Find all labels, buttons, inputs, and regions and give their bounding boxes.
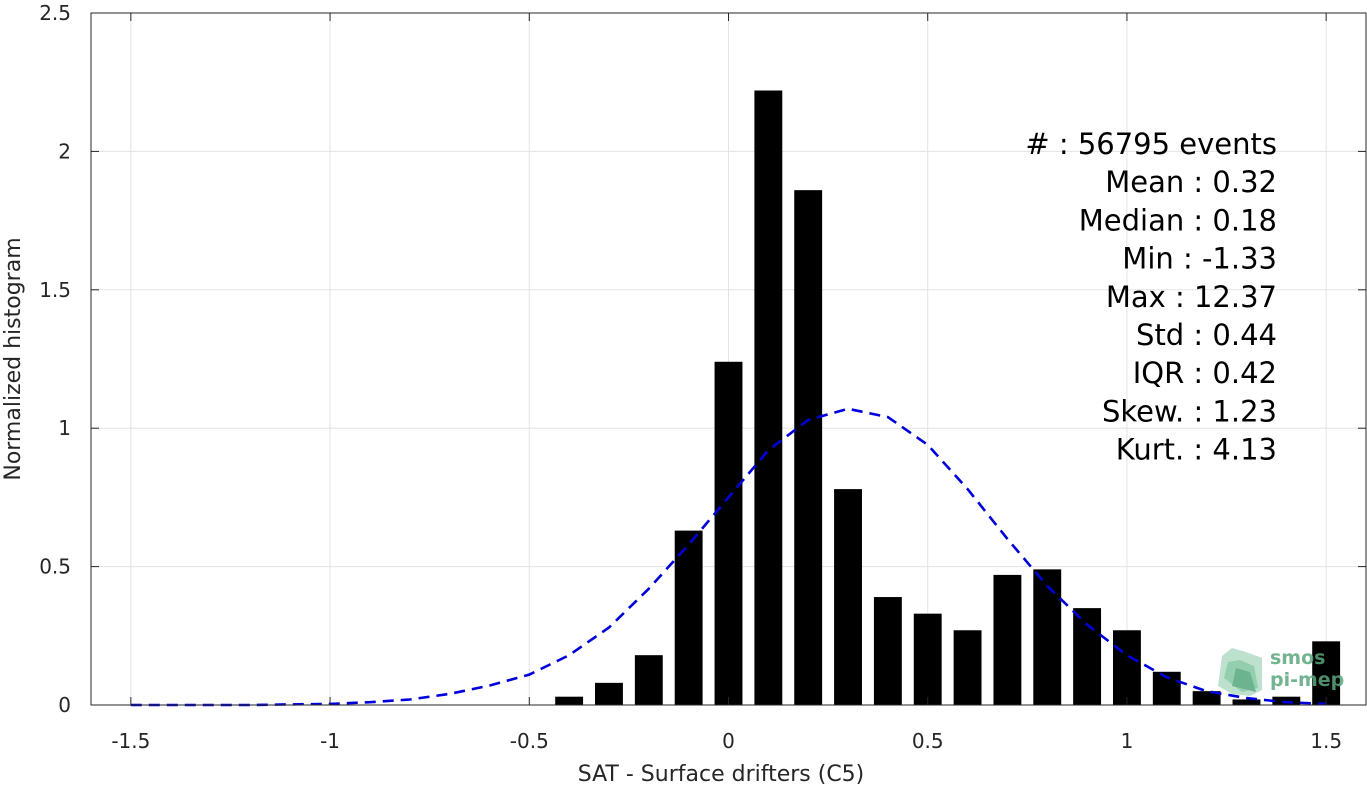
y-tick-label: 1 — [58, 416, 71, 440]
logo-text-line2: pi-mep — [1270, 669, 1344, 691]
histogram-bar — [794, 190, 823, 706]
histogram-bar — [1192, 691, 1221, 705]
smos-pi-mep-logo: smos pi-mep — [1218, 647, 1344, 696]
smos-logo-icon — [1218, 648, 1262, 696]
histogram-bar — [1272, 696, 1301, 705]
stats-line: Max : 12.37 — [1106, 280, 1277, 314]
x-tick-label: 0.5 — [912, 729, 944, 753]
stats-line: Kurt. : 4.13 — [1116, 433, 1277, 467]
histogram-bar — [913, 613, 942, 705]
histogram-bar — [873, 597, 902, 705]
stats-line: Mean : 0.32 — [1105, 165, 1277, 199]
stats-line: # : 56795 events — [1025, 127, 1277, 161]
bars-layer — [555, 90, 1341, 706]
y-tick-label: 1.5 — [39, 278, 71, 302]
y-axis-label: Normalized histogram — [1, 237, 26, 480]
x-tick-label: 0 — [722, 729, 735, 753]
histogram-bar — [674, 530, 703, 705]
x-tick-label: -1 — [320, 729, 340, 753]
ticks-layer: -1.5 -1 -0.5 0 0.5 1 1.5 0 0.5 1 1.5 2 2.5 — [39, 1, 1366, 753]
y-tick-label: 2.5 — [39, 1, 71, 25]
histogram-bar — [1033, 569, 1062, 705]
logo-text-line1: smos — [1270, 647, 1325, 669]
histogram-bar — [1232, 699, 1261, 705]
stats-line: Skew. : 1.23 — [1102, 394, 1277, 428]
histogram-bar — [555, 696, 584, 705]
y-tick-label: 0 — [58, 693, 71, 717]
histogram-bar — [1073, 608, 1102, 705]
histogram-bar — [1112, 630, 1141, 705]
stats-line: Median : 0.18 — [1079, 203, 1277, 237]
stats-line: IQR : 0.42 — [1133, 356, 1277, 390]
stats-box: # : 56795 events Mean : 0.32 Median : 0.18… — [1025, 127, 1277, 467]
histogram-bar — [993, 574, 1022, 705]
x-tick-label: -0.5 — [510, 729, 549, 753]
y-tick-label: 2 — [58, 139, 71, 163]
x-tick-label: 1.5 — [1310, 729, 1342, 753]
histogram-bar — [634, 655, 663, 705]
stats-line: Std : 0.44 — [1136, 318, 1277, 352]
histogram-bar — [953, 630, 982, 705]
histogram-bar — [714, 361, 743, 705]
x-tick-label: 1 — [1121, 729, 1134, 753]
y-tick-label: 0.5 — [39, 555, 71, 579]
histogram-bar — [754, 90, 783, 705]
histogram-bar — [834, 489, 862, 705]
histogram-bar — [1312, 641, 1341, 705]
histogram-bar — [595, 682, 623, 705]
x-axis-label: SAT - Surface drifters (C5) — [578, 762, 865, 785]
x-tick-label: -1.5 — [111, 729, 150, 753]
stats-line: Min : -1.33 — [1122, 242, 1277, 276]
